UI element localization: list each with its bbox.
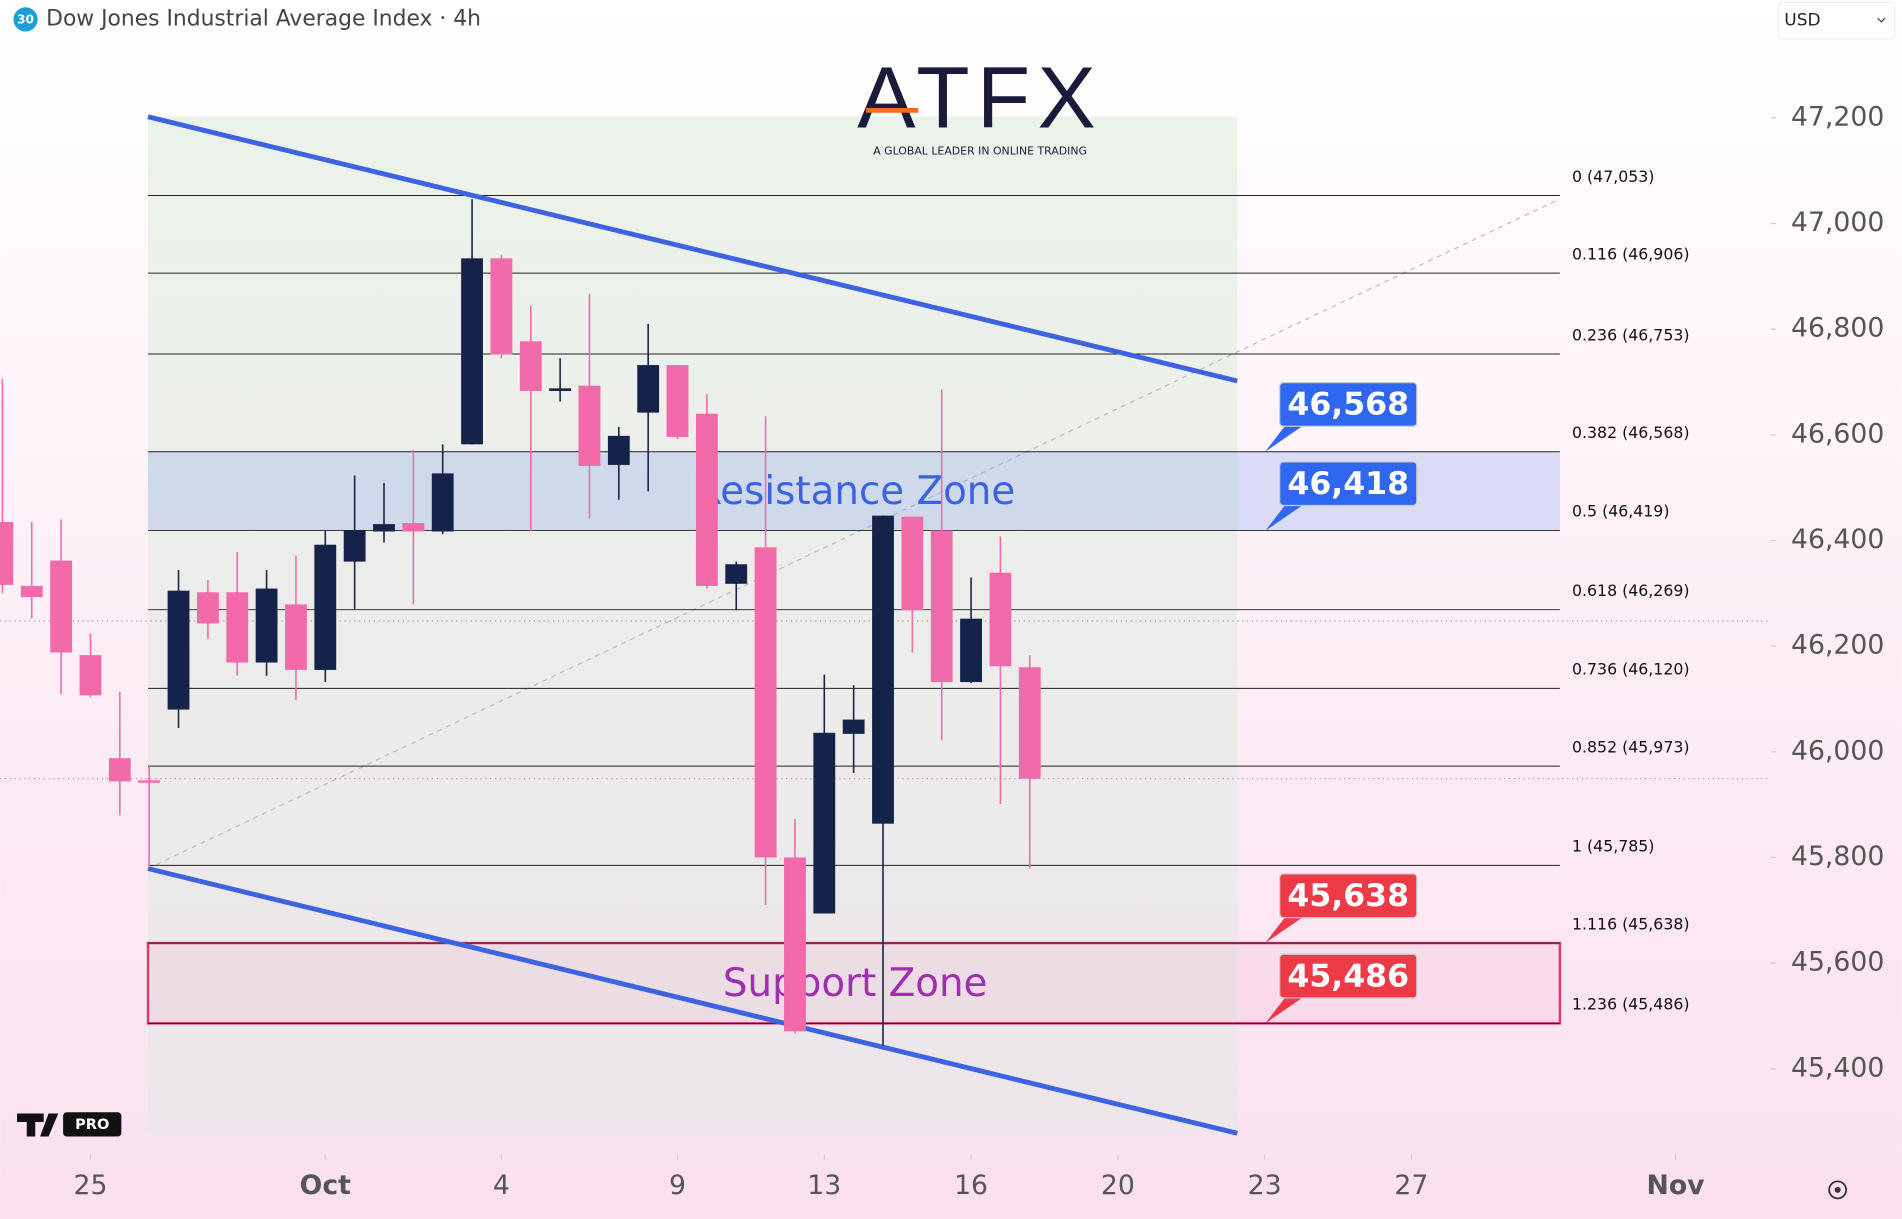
candle-body <box>490 258 513 355</box>
candle-body <box>138 780 161 783</box>
candle-body <box>813 732 836 914</box>
zone-label: Resistance Zone <box>695 469 1015 514</box>
fib-label: 0.5 (46,419) <box>1572 502 1669 521</box>
settings-icon-dot <box>1834 1186 1841 1193</box>
plot: 0 (47,053) 0.116 (46,906) 0.236 (46,753) 0.… <box>0 101 1884 1201</box>
candle-body <box>930 530 953 683</box>
price-tag-label: 46,418 <box>1287 466 1409 502</box>
candle-body <box>754 547 777 858</box>
currency-text: USD <box>1784 11 1820 31</box>
price-tag-label: 45,638 <box>1287 878 1409 914</box>
fib-label: 1.236 (45,486) <box>1572 995 1690 1014</box>
candle-body <box>373 524 395 532</box>
candle-body <box>108 758 131 782</box>
dropdown-arrow <box>1877 17 1886 23</box>
candle-body <box>255 588 278 663</box>
candle-body <box>20 585 43 598</box>
fib-label: 0.236 (46,753) <box>1572 325 1690 344</box>
tag-pointer <box>1265 425 1304 452</box>
fib-label: 1.116 (45,638) <box>1572 914 1690 933</box>
candle-body <box>578 385 601 466</box>
candle-body <box>461 258 483 445</box>
x-tick-label: 13 <box>807 1170 841 1201</box>
channel-line <box>147 114 1238 384</box>
candle-body <box>431 473 454 532</box>
y-tick-label: 46,000 <box>1791 735 1884 766</box>
x-tick-label: Nov <box>1647 1170 1705 1201</box>
candle-body <box>695 413 718 586</box>
candle-body <box>872 515 894 824</box>
price-tag <box>1279 381 1418 427</box>
logo: ATFX <box>857 48 1103 146</box>
price-tag-label: 45,486 <box>1287 958 1409 994</box>
logo-tagline: A GLOBAL LEADER IN ONLINE TRADING <box>873 145 1087 158</box>
tag-pointer <box>1265 996 1304 1024</box>
candle-body <box>314 544 337 670</box>
candle-body <box>0 521 14 585</box>
x-tick-label: 9 <box>669 1170 686 1201</box>
candle-body <box>79 655 102 696</box>
y-tick-label: 45,600 <box>1791 947 1884 978</box>
pro-badge <box>63 1112 122 1137</box>
tag-pointer <box>1265 916 1304 944</box>
y-tick-label: 46,600 <box>1791 418 1884 449</box>
price-tag <box>1279 461 1418 507</box>
y-tick-label: 46,400 <box>1791 524 1884 555</box>
x-tick-label: 27 <box>1394 1170 1428 1201</box>
x-tick-label: 20 <box>1101 1170 1135 1201</box>
candle-body <box>549 388 572 391</box>
fib-label: 0 (47,053) <box>1572 167 1654 186</box>
candle-body <box>50 560 73 653</box>
candle-body <box>666 365 689 437</box>
fib-label: 0.382 (46,568) <box>1572 423 1690 442</box>
x-tick-label: 16 <box>954 1170 988 1201</box>
fib-label: 1 (45,785) <box>1572 837 1654 856</box>
candle-body <box>343 530 366 562</box>
candle-body <box>226 592 249 663</box>
candle-body <box>637 365 660 413</box>
x-tick-label: 23 <box>1248 1170 1282 1201</box>
x-tick-label: 4 <box>493 1170 510 1201</box>
candle-body <box>842 719 865 734</box>
zone-label: Support Zone <box>723 961 987 1006</box>
candle-body <box>725 564 748 584</box>
price-tag <box>1279 953 1418 999</box>
candle-body <box>960 618 982 683</box>
fib-trend-line <box>147 198 1561 870</box>
y-tick-label: 45,800 <box>1791 841 1884 872</box>
symbol-badge <box>13 7 38 32</box>
currency-select[interactable] <box>1777 1 1896 40</box>
price-tag-label: 46,568 <box>1287 387 1409 423</box>
settings-icon[interactable] <box>1828 1180 1848 1200</box>
candle-body <box>1018 667 1041 779</box>
y-tick-label: 46,200 <box>1791 630 1884 661</box>
candle-body <box>784 857 806 1032</box>
tv-logo <box>17 1113 59 1137</box>
y-tick-label: 45,400 <box>1791 1052 1884 1083</box>
chart-title: Dow Jones Industrial Average Index · 4h <box>46 6 481 31</box>
candle-body <box>196 592 219 624</box>
y-tick-label: 46,800 <box>1791 313 1884 344</box>
x-tick-label: Oct <box>300 1170 351 1201</box>
price-tag <box>1279 873 1418 919</box>
fib-label: 0.116 (46,906) <box>1572 244 1690 263</box>
channel-line <box>147 866 1238 1136</box>
candle-body <box>285 604 307 670</box>
fib-label: 0.852 (45,973) <box>1572 737 1690 756</box>
fib-label: 0.736 (46,120) <box>1572 660 1690 679</box>
pro-text: PRO <box>75 1116 109 1133</box>
x-tick-label: 25 <box>73 1170 107 1201</box>
y-tick-label: 47,200 <box>1791 101 1884 132</box>
y-tick-label: 47,000 <box>1791 207 1884 238</box>
candle-body <box>519 341 542 391</box>
candle-body <box>901 516 924 611</box>
candle-body <box>402 523 425 532</box>
fib-label: 0.618 (46,269) <box>1572 581 1690 600</box>
candle-body <box>167 590 190 710</box>
candle-body <box>607 435 630 465</box>
candle-body <box>989 572 1012 667</box>
badge-text: 30 <box>17 13 34 27</box>
